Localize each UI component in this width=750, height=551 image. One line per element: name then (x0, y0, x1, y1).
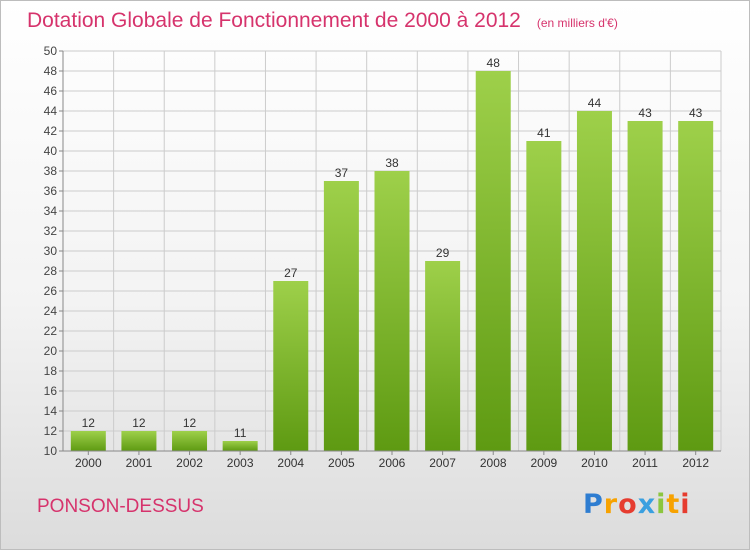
y-tick-label: 40 (44, 144, 58, 158)
bar-2007 (425, 261, 461, 451)
bar-2008 (475, 71, 511, 451)
y-tick-label: 48 (44, 64, 58, 78)
y-tick-label: 36 (44, 184, 58, 198)
y-tick-label: 26 (44, 284, 58, 298)
bar-2012 (678, 121, 714, 451)
labels: 10 12 14 16 18 20 22 24 26 28 30 32 34 36 38 40 42 44 46 48… (44, 44, 710, 470)
y-tick-label: 46 (44, 84, 58, 98)
bar-2000 (70, 431, 106, 451)
bar-2002 (172, 431, 208, 451)
y-tick-label: 12 (44, 424, 58, 438)
y-tick-label: 22 (44, 324, 58, 338)
x-tick-label: 2008 (480, 456, 507, 470)
bars (70, 71, 714, 451)
bar-2005 (323, 181, 359, 451)
x-tick-label: 2010 (581, 456, 608, 470)
x-tick-label: 2002 (176, 456, 203, 470)
data-label: 12 (132, 416, 146, 430)
data-label: 41 (537, 126, 551, 140)
data-label: 11 (234, 426, 247, 440)
y-tick-label: 50 (44, 44, 58, 58)
brand-letter: r (603, 489, 619, 520)
chart-title: Dotation Globale de Fonctionnement de 20… (27, 9, 618, 33)
y-tick-label: 20 (44, 344, 58, 358)
x-tick-label: 2007 (429, 456, 456, 470)
data-label: 44 (588, 96, 602, 110)
x-tick-label: 2005 (328, 456, 355, 470)
bar-2004 (273, 281, 309, 451)
y-tick-label: 34 (44, 204, 58, 218)
x-tick-label: 2004 (277, 456, 304, 470)
brand-letter: i (680, 489, 691, 520)
data-label: 12 (82, 416, 96, 430)
bar-2003 (222, 441, 258, 451)
y-tick-label: 10 (44, 444, 58, 458)
bar-2009 (526, 141, 562, 451)
data-label: 27 (284, 266, 298, 280)
chart-unit: (en milliers d'€) (536, 16, 618, 30)
bar-2001 (121, 431, 157, 451)
y-tick-label: 28 (44, 264, 58, 278)
data-label: 12 (183, 416, 197, 430)
y-tick-label: 42 (44, 124, 58, 138)
brand-letter: x (637, 489, 657, 520)
x-tick-label: 2001 (126, 456, 153, 470)
data-label: 38 (385, 156, 399, 170)
y-tick-label: 30 (44, 244, 58, 258)
data-label: 29 (436, 246, 450, 260)
bar-2011 (627, 121, 663, 451)
data-label: 37 (335, 166, 349, 180)
bar-2006 (374, 171, 410, 451)
data-label: 48 (487, 56, 501, 70)
bar-2010 (576, 111, 612, 451)
x-tick-label: 2006 (379, 456, 406, 470)
y-tick-label: 18 (44, 364, 58, 378)
y-tick-label: 14 (44, 404, 58, 418)
brand-letter: t (666, 489, 681, 520)
commune-name: PONSON-DESSUS (37, 496, 204, 517)
x-tick-label: 2009 (530, 456, 557, 470)
y-tick-label: 32 (44, 224, 58, 238)
axes (59, 50, 721, 455)
chart-title-text: Dotation Globale de Fonctionnement de 20… (27, 9, 521, 32)
brand-logo: Proxiti (583, 489, 691, 520)
data-label: 43 (638, 106, 652, 120)
x-tick-label: 2003 (227, 456, 254, 470)
x-tick-label: 2011 (632, 456, 658, 470)
y-tick-label: 24 (44, 304, 58, 318)
y-tick-label: 44 (44, 104, 58, 118)
brand-letter: P (583, 489, 604, 520)
data-label: 43 (689, 106, 703, 120)
y-tick-label: 16 (44, 384, 58, 398)
x-tick-label: 2000 (75, 456, 102, 470)
brand-letter: i (656, 489, 667, 520)
y-tick-label: 38 (44, 164, 58, 178)
brand-letter: o (618, 489, 638, 520)
x-tick-label: 2012 (682, 456, 709, 470)
